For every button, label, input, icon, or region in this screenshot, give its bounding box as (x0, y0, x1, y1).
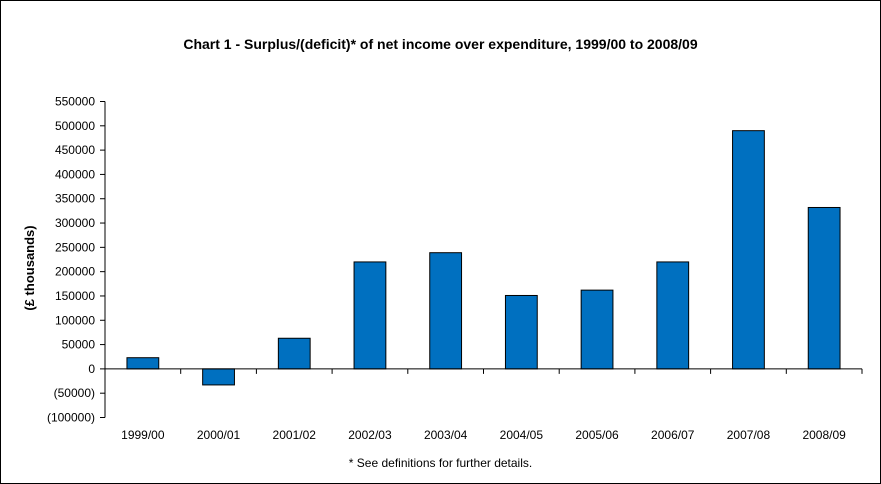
chart-title: Chart 1 - Surplus/(deficit)* of net inco… (183, 36, 698, 52)
x-tick-label: 1999/00 (121, 428, 165, 442)
y-tick-label: 250000 (55, 240, 95, 254)
y-tick-label: 400000 (55, 167, 95, 181)
x-axis-labels: 1999/00 2000/01 2001/02 2002/03 2003/04 2004/… (121, 428, 846, 442)
y-tick-label: 0 (88, 362, 95, 376)
footnote: * See definitions for further details. (348, 456, 533, 470)
y-tick-label: 500000 (55, 119, 95, 133)
x-tick-label: 2001/02 (273, 428, 317, 442)
x-tick-label: 2000/01 (197, 428, 241, 442)
y-axis-ticks: 5500005000004500004000003500003000002500… (47, 95, 105, 425)
bar-2004-05 (504, 294, 538, 370)
bar-2005-06 (580, 289, 614, 370)
y-tick-label: 50000 (62, 338, 96, 352)
x-tick-label: 2006/07 (651, 428, 695, 442)
x-tick-label: 2003/04 (424, 428, 468, 442)
bar-2000-01 (202, 368, 235, 386)
y-tick-label: 550000 (55, 95, 95, 109)
x-axis-ticks (104, 368, 863, 374)
y-axis-label: (£ thousands) (22, 225, 37, 310)
bar-2008-09 (807, 206, 841, 370)
y-tick-label: 200000 (55, 265, 95, 279)
x-tick-label: 2008/09 (802, 428, 846, 442)
y-tick-label: 450000 (55, 143, 95, 157)
bar-2007-08 (732, 130, 765, 370)
y-tick-label: 100000 (55, 313, 95, 327)
y-tick-label: (100000) (47, 411, 95, 425)
y-tick-label: 150000 (55, 289, 95, 303)
x-tick-label: 2005/06 (575, 428, 619, 442)
y-tick-label: 300000 (55, 216, 95, 230)
y-tick-label: (50000) (54, 386, 95, 400)
x-tick-label: 2002/03 (348, 428, 392, 442)
bar-1999-00 (126, 357, 160, 370)
bar-2001-02 (277, 337, 311, 370)
bar-2002-03 (353, 261, 387, 370)
x-tick-label: 2004/05 (500, 428, 544, 442)
x-tick-label: 2007/08 (727, 428, 771, 442)
y-tick-label: 350000 (55, 192, 95, 206)
bars (126, 130, 841, 386)
bar-2003-04 (429, 252, 463, 370)
bar-2006-07 (656, 261, 690, 370)
